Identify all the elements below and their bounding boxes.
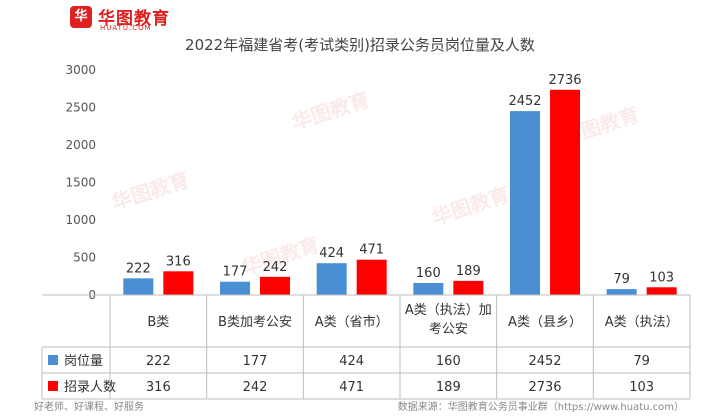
table-cell: 222 (146, 354, 171, 369)
table-cell: 242 (243, 380, 268, 395)
x-tick-label: B类 (147, 315, 169, 330)
bar (510, 111, 540, 295)
legend-label: 招录人数 (64, 380, 116, 395)
table-cell: 2452 (528, 354, 561, 369)
table-cell: 103 (629, 380, 654, 395)
data-label: 189 (456, 264, 481, 279)
data-label: 424 (319, 246, 344, 261)
x-tick-label: A类（执法） (605, 315, 679, 330)
bar (163, 271, 194, 295)
y-tick-label: 1000 (65, 213, 96, 227)
data-label: 79 (613, 272, 630, 287)
table-cell: 424 (339, 354, 364, 369)
y-tick-label: 2500 (65, 101, 96, 115)
brand-url: HUATU.COM (100, 24, 152, 32)
bar (646, 287, 677, 295)
bar (316, 263, 347, 295)
x-tick-label: B类加考公安 (218, 315, 292, 330)
x-tick-label: A类（县乡） (508, 315, 582, 330)
brand-name: 华图教育 (98, 9, 170, 29)
bar (606, 289, 637, 295)
bar (356, 259, 387, 295)
chart-title: 2022年福建省考(考试类别)招录公务员岗位量及人数 (185, 36, 535, 54)
bar (550, 89, 580, 295)
bar (260, 276, 290, 295)
table-cell: 189 (436, 380, 461, 395)
table-cell: 471 (339, 380, 364, 395)
legend-label: 岗位量 (64, 354, 103, 369)
table-cell: 177 (243, 354, 268, 369)
footer-source: 数据来源：华图教育公务员事业群（https://www.huatu.com） (397, 402, 684, 413)
bar (413, 283, 444, 295)
data-label: 316 (166, 254, 191, 269)
data-label: 222 (126, 261, 151, 276)
data-label: 471 (359, 243, 384, 258)
brand-logo-icon: 华 (70, 6, 92, 28)
data-label: 177 (223, 265, 248, 280)
table-cell: 2736 (528, 380, 561, 395)
x-tick-label: A类（执法）加考公安 (405, 303, 492, 337)
legend-key (48, 381, 58, 391)
bar (123, 278, 154, 295)
y-tick-label: 500 (73, 251, 96, 265)
y-tick-label: 1500 (65, 176, 96, 190)
legend-key (48, 355, 58, 365)
data-label: 2736 (548, 73, 581, 88)
bar (220, 281, 250, 295)
y-tick-label: 3000 (65, 63, 96, 77)
y-tick-label: 2000 (65, 138, 96, 152)
footer-slogan: 好老师、好课程、好服务 (34, 402, 144, 413)
bar (453, 280, 484, 295)
x-tick-label: A类（省市） (315, 314, 389, 330)
data-label: 103 (649, 270, 674, 285)
data-label: 242 (263, 260, 288, 275)
table-cell: 316 (146, 380, 171, 395)
table-cell: 79 (633, 354, 650, 369)
brand-logo: 华 华图教育 HUATU.COM (70, 4, 200, 34)
table-cell: 160 (436, 354, 461, 369)
data-label: 160 (416, 266, 441, 281)
data-label: 2452 (508, 94, 541, 109)
